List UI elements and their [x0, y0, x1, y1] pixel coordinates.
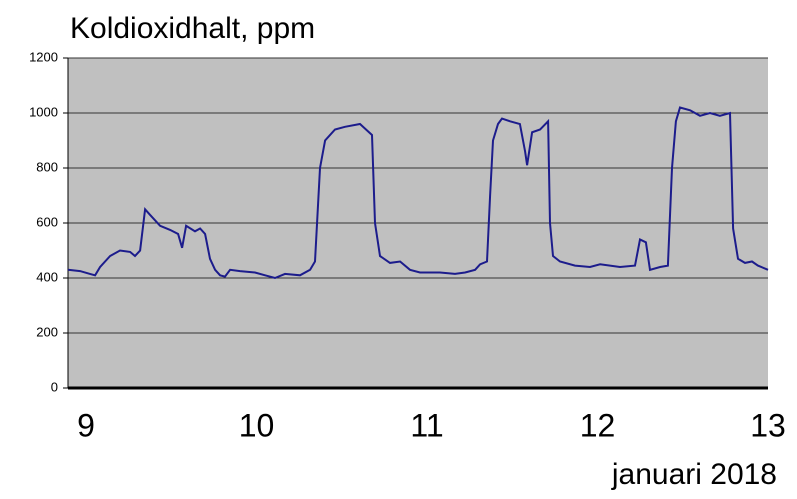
y-tick-label: 1000 — [29, 104, 58, 119]
y-tick-label: 400 — [36, 269, 58, 284]
x-tick-label: 11 — [410, 407, 443, 443]
y-tick-label: 600 — [36, 214, 58, 229]
x-tick-label: 9 — [77, 407, 95, 443]
line — [67, 106, 769, 280]
y-tick-label: 0 — [51, 379, 58, 394]
chart-title: Koldioxidhalt, ppm — [70, 12, 315, 45]
y-tick-label: 1200 — [29, 49, 58, 64]
x-tick-label: 13 — [750, 407, 786, 443]
y-tick-label: 200 — [36, 324, 58, 339]
x-tick-label: 12 — [580, 407, 616, 443]
x-tick-label: 10 — [239, 407, 275, 443]
y-tick-label: 800 — [36, 159, 58, 174]
x-axis-label: januari 2018 — [611, 458, 777, 491]
